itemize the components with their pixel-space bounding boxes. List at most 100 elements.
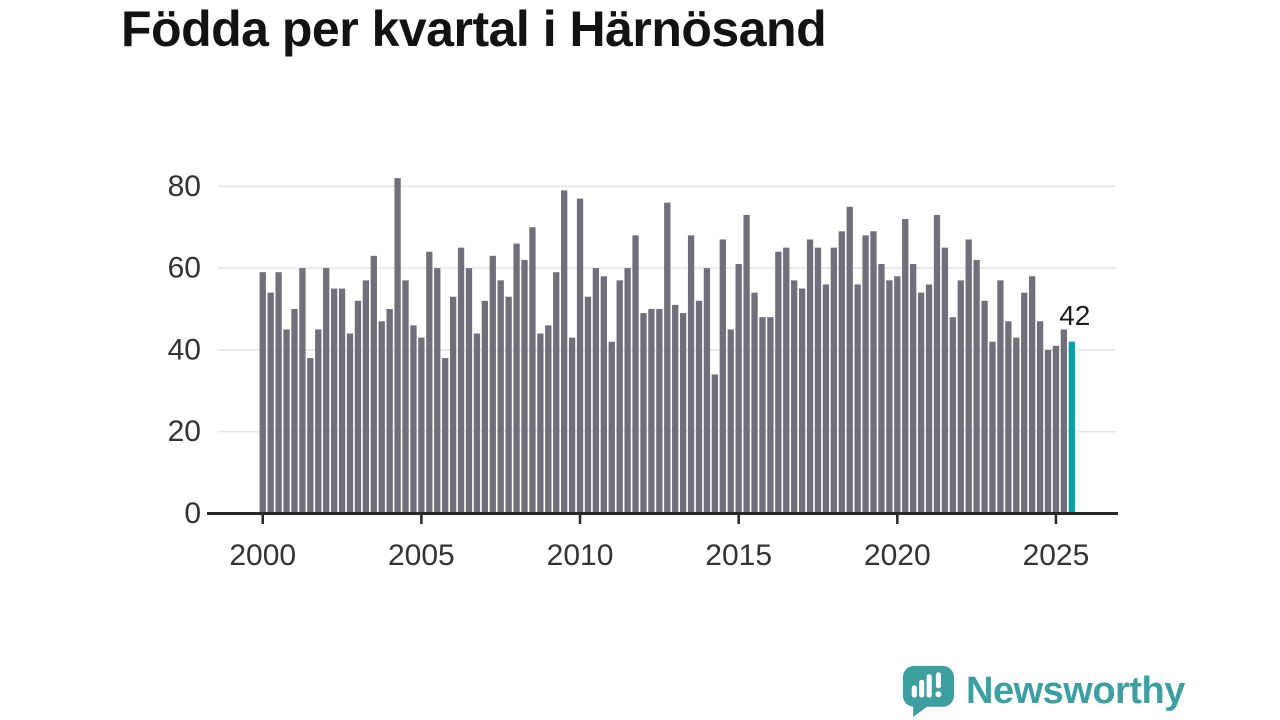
x-axis-tick [896,515,899,524]
bar [989,341,996,514]
x-axis-tick-label: 2015 [705,539,772,572]
bar [362,280,370,514]
y-axis-tick-label: 60 [168,252,201,285]
bar [687,235,695,514]
bar [1044,349,1052,514]
bar [394,178,401,514]
bar [1052,345,1060,514]
bar [791,280,798,514]
bar [767,317,774,514]
bar [719,239,726,514]
bar [354,300,362,514]
bar [902,219,909,514]
bar [323,268,330,514]
bar [561,190,568,514]
x-axis-tick-label: 2010 [547,539,614,572]
x-axis-tick [1054,515,1058,524]
bar [933,214,941,514]
bar [624,268,631,514]
bar [481,300,488,514]
newsworthy-wordmark: Newsworthy [966,669,1185,712]
x-axis-tick-label: 2000 [229,539,296,572]
bar [886,280,893,514]
bar [545,325,552,514]
newsworthy-branding: Newsworthy [900,665,1185,717]
bar [410,325,417,514]
bar [870,231,877,514]
bar [576,198,584,514]
bar [442,358,449,514]
bar [330,288,338,514]
bar [1060,329,1068,514]
bar [553,272,560,514]
bar [759,317,766,514]
bar [616,280,623,514]
bar [465,268,473,514]
bar [592,268,600,514]
bar [418,337,425,514]
bar [640,313,647,514]
bar [648,309,655,514]
bar [656,309,663,514]
bar [1021,292,1028,514]
bar [664,202,671,514]
bar [1013,337,1020,514]
bar [814,247,822,514]
x-axis-line [207,512,1118,515]
bar [775,251,782,514]
x-axis-tick [578,515,582,524]
bar [830,247,837,514]
bar [505,296,512,514]
bar [338,288,346,514]
bar [751,292,758,514]
bar [434,268,441,514]
bar [449,296,457,514]
bar [1029,276,1036,514]
logo-bar-medium [919,679,925,698]
bar [672,304,679,514]
logo-bar-small [911,685,917,698]
bar [521,259,528,514]
bar [727,329,734,514]
y-axis-tick-label: 20 [168,415,201,448]
bar [680,313,687,514]
bar [910,264,917,514]
bar [822,284,830,514]
bar [973,259,980,514]
logo-bar-large [926,674,932,698]
bar [695,300,703,514]
bar [854,284,861,514]
bar [941,247,949,514]
bar [981,300,988,514]
x-axis-tick [420,515,423,524]
bar [386,309,393,514]
bar [957,280,964,514]
bar [798,288,806,514]
bar [949,317,956,514]
y-axis-tick-label: 80 [168,170,201,203]
bar [743,214,750,514]
bar [426,251,433,514]
bar [346,333,354,514]
bar [806,239,814,514]
bar [846,206,853,514]
bar [283,329,290,514]
bar [513,243,520,514]
bar [267,292,274,514]
bar [783,247,790,514]
bar [315,329,322,514]
x-axis-tick-label: 2005 [388,539,455,572]
bar [370,255,377,514]
y-axis-tick-label: 40 [168,333,201,366]
bar [965,239,972,514]
bar [275,272,282,514]
bar [711,374,719,514]
bar [473,333,481,514]
bar [600,276,607,514]
bar [307,358,314,514]
bar [584,296,592,514]
bar [529,227,536,514]
highlighted-bar [1068,341,1075,514]
